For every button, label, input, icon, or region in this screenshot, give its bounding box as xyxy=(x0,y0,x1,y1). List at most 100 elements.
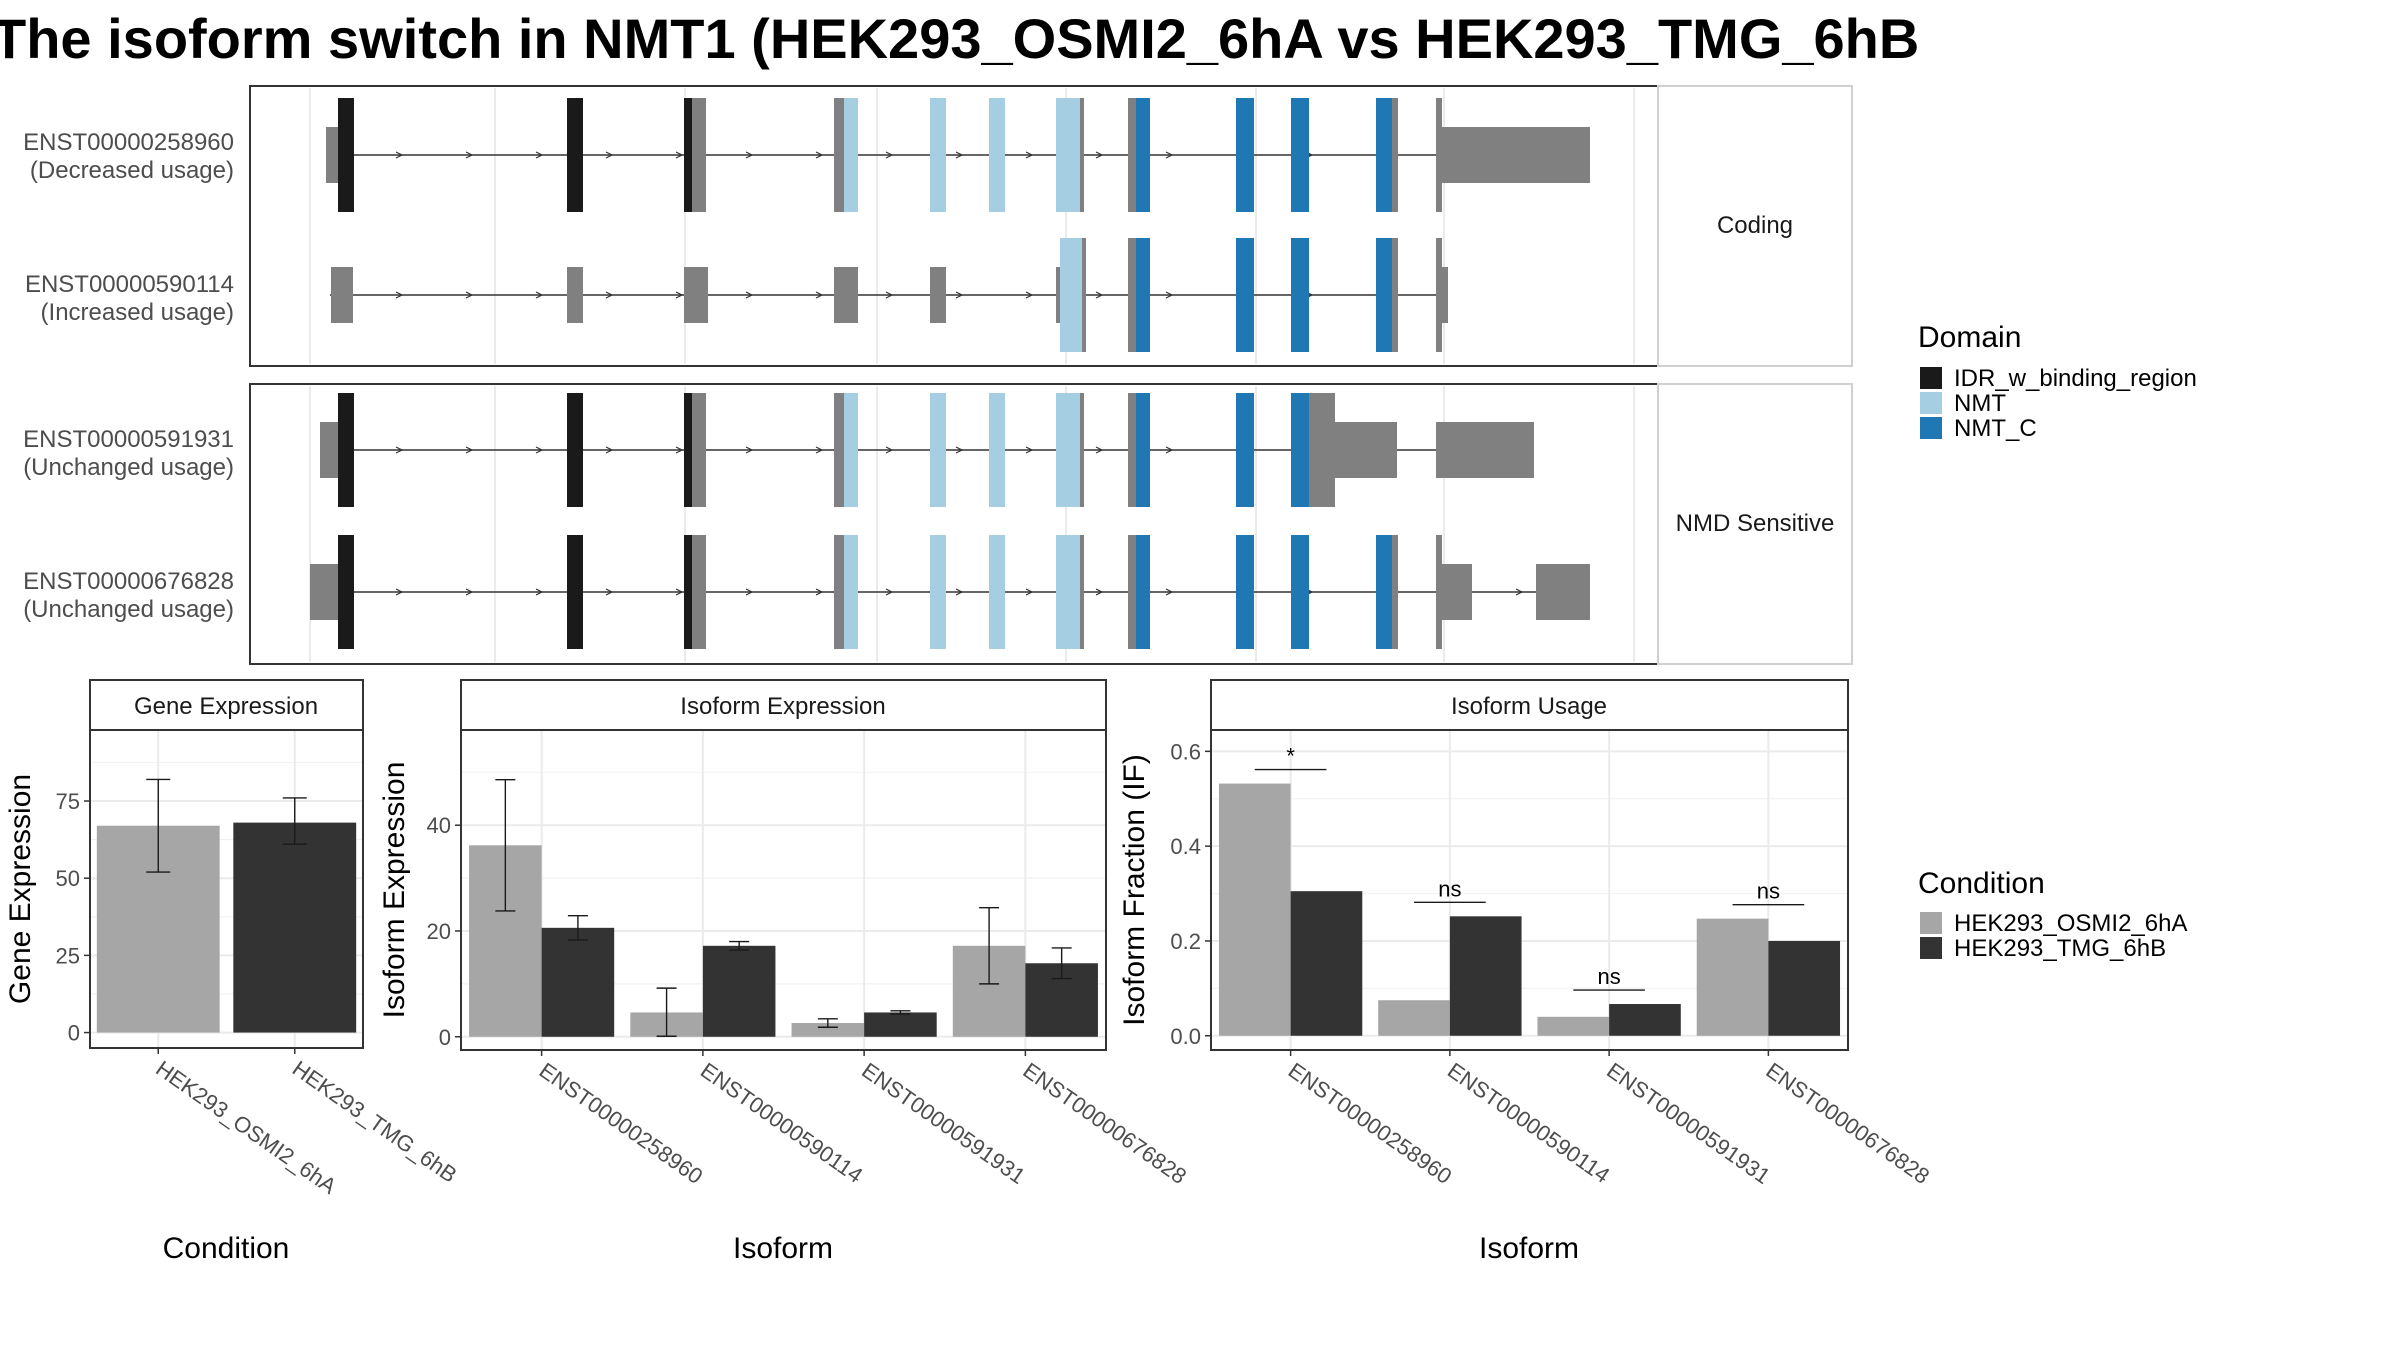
direction-arrow xyxy=(1095,151,1104,159)
x-tick-label: ENST00000591931 xyxy=(1602,1058,1775,1189)
legend-key-nmt-c xyxy=(1920,417,1942,439)
direction-arrow xyxy=(815,588,824,596)
y-tick-label: 20 xyxy=(427,919,451,944)
domain-exon xyxy=(844,393,858,507)
direction-arrow xyxy=(815,151,824,159)
direction-arrow xyxy=(1025,446,1034,454)
transcript-id: ENST00000258960 xyxy=(23,129,234,156)
transcript-usage: (Increased usage) xyxy=(41,299,234,326)
plot-border xyxy=(460,729,1107,1051)
y-tick-label: 0.0 xyxy=(1170,1024,1201,1049)
direction-arrow xyxy=(955,588,964,596)
legend-label-nmt: NMT xyxy=(1954,390,2006,417)
utr-exon xyxy=(1056,267,1062,323)
direction-arrow xyxy=(1165,151,1174,159)
transcript-usage: (Decreased usage) xyxy=(30,157,234,184)
direction-arrow xyxy=(535,151,544,159)
domain-exon xyxy=(684,98,692,212)
transcript-usage: (Unchanged usage) xyxy=(23,454,234,481)
panel-title: Isoform Usage xyxy=(1451,693,1607,720)
domain-exon xyxy=(567,535,583,649)
utr-exon xyxy=(1128,238,1136,352)
domain-exon xyxy=(989,535,1005,649)
y-tick-label: 0.2 xyxy=(1170,929,1201,954)
utr-exon xyxy=(326,127,338,183)
domain-exon xyxy=(1056,98,1080,212)
direction-arrow xyxy=(745,446,754,454)
panel-strip xyxy=(1210,679,1849,731)
utr-exon xyxy=(1436,535,1442,649)
y-tick-label: 0 xyxy=(439,1025,451,1050)
bar xyxy=(1609,1004,1681,1036)
x-axis-title: Isoform xyxy=(733,1232,833,1265)
x-axis-title: Condition xyxy=(163,1232,290,1265)
transcript-label-2: ENST00000590114 (Increased usage) xyxy=(25,271,234,326)
direction-arrow xyxy=(395,588,404,596)
y-tick-label: 0.6 xyxy=(1170,739,1201,764)
utr-exon xyxy=(1128,393,1136,507)
direction-arrow xyxy=(885,151,894,159)
direction-arrow xyxy=(1025,151,1034,159)
transcript-usage: (Unchanged usage) xyxy=(23,596,234,623)
domain-exon xyxy=(989,98,1005,212)
x-tick-label: ENST00000676828 xyxy=(1019,1058,1192,1189)
domain-exon xyxy=(1136,98,1150,212)
utr-exon xyxy=(1082,238,1086,352)
utr-exon xyxy=(1080,98,1084,212)
domain-exon xyxy=(1291,535,1309,649)
domain-exon xyxy=(684,535,692,649)
direction-arrow xyxy=(1165,446,1174,454)
utr-exon xyxy=(567,267,583,323)
direction-arrow xyxy=(1095,446,1104,454)
x-tick-label: ENST00000590114 xyxy=(696,1058,867,1188)
domain-legend: Domain IDR_w_binding_region NMT NMT_C xyxy=(1918,321,2197,442)
significance: * ns ns ns xyxy=(1254,744,1805,991)
x-tick-label: ENST00000590114 xyxy=(1443,1058,1614,1188)
domain-exon xyxy=(1291,98,1309,212)
y-tick-label: 40 xyxy=(427,813,451,838)
isoform-expression-chart: Isoform Expression 0 20 40 ENST00000258960… xyxy=(378,679,1192,1265)
direction-arrow xyxy=(465,291,474,299)
y-tick-label: 0 xyxy=(68,1021,80,1046)
facet-label-nmd: NMD Sensitive xyxy=(1676,510,1835,537)
domain-exon xyxy=(567,393,583,507)
direction-arrow xyxy=(535,291,544,299)
direction-arrow xyxy=(465,151,474,159)
plot-border xyxy=(1210,729,1849,1051)
utr-exon xyxy=(684,267,708,323)
direction-arrow xyxy=(1095,588,1104,596)
utr-exon xyxy=(331,267,353,323)
legend-label-osmi2: HEK293_OSMI2_6hA xyxy=(1954,910,2187,937)
error-bars xyxy=(495,779,1072,1037)
utr-exon xyxy=(310,564,338,620)
facet-label-coding: Coding xyxy=(1717,212,1793,239)
direction-arrow xyxy=(675,446,684,454)
bars xyxy=(1218,783,1841,1036)
direction-arrow xyxy=(745,151,754,159)
direction-arrow xyxy=(955,151,964,159)
x-axis: ENST00000258960ENST00000590114ENST000005… xyxy=(1284,1050,1934,1189)
utr-exon xyxy=(1309,393,1335,507)
utr-exon xyxy=(1392,238,1398,352)
facet-strip-nmd xyxy=(1657,383,1853,665)
x-tick-label: ENST00000258960 xyxy=(535,1058,708,1189)
utr-exon xyxy=(1128,535,1136,649)
direction-arrow xyxy=(1095,291,1104,299)
direction-arrow xyxy=(885,291,894,299)
utr-exon xyxy=(320,422,338,478)
utr-exon xyxy=(1080,393,1084,507)
y-axis: 0.0 0.2 0.4 0.6 xyxy=(1170,739,1211,1049)
domain-exon xyxy=(1236,535,1254,649)
domain-exon xyxy=(338,98,354,212)
utr-exon xyxy=(1536,564,1590,620)
direction-arrow xyxy=(605,291,614,299)
direction-arrow xyxy=(675,151,684,159)
plot-border xyxy=(89,729,364,1049)
direction-arrow xyxy=(605,446,614,454)
y-axis-title: Isoform Fraction (IF) xyxy=(1118,754,1151,1026)
panel-strip xyxy=(460,679,1107,731)
utr-exon xyxy=(1128,98,1136,212)
domain-exon xyxy=(1056,535,1080,649)
structure-panel-coding: Coding xyxy=(249,85,1853,367)
domain-exon xyxy=(338,393,354,507)
